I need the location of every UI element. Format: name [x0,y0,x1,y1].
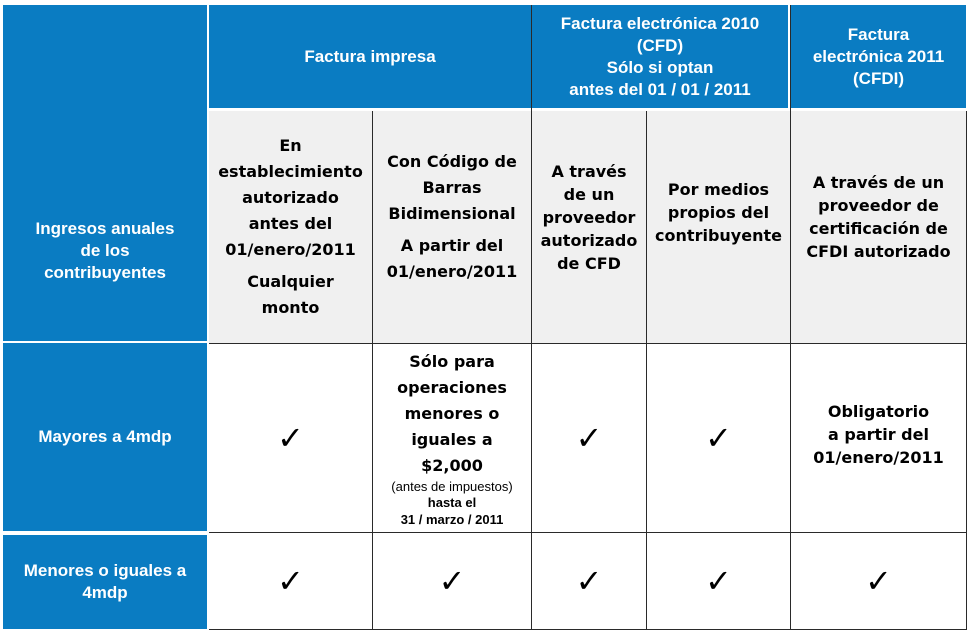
col3-line-3: proveedor [542,207,636,227]
col2-extra-line-2: 01/enero/2011 [386,262,518,281]
col3-line-2: de un [563,184,615,204]
check-icon: ✓ [705,419,732,457]
header-factura-impresa: Factura impresa [209,5,531,108]
header-cfdi-line-1: Factura [847,24,910,44]
mayores-col2-until-2: 31 / marzo / 2011 [400,511,504,527]
mayores-col2-line-1: Sólo para [409,351,495,371]
row-label-line-1: Ingresos anuales [35,219,175,238]
mayores-col5-line-3: 01/enero/2011 [813,447,944,467]
grid-line [209,629,967,630]
grid-line [209,532,967,533]
mayores-col2-line-4: iguales a [411,429,493,449]
mayores-col2-line-3: menores o [404,403,500,423]
col3-line-5: de CFD [557,253,621,273]
col5-line-3: certificación de [809,219,948,238]
sub-col-medios-propios: Por medios propios del contribuyente [647,111,790,343]
row-label-line-2: de los [80,241,130,260]
header-factura-electronica-2011: Factura electrónica 2011 (CFDI) [791,5,966,108]
header-factura-impresa-text: Factura impresa [304,46,436,66]
col4-line-1: Por medios [667,179,770,199]
grid-line [3,532,208,535]
check-icon: ✓ [438,562,466,600]
sub-col-establecimiento: En establecimiento autorizado antes del … [209,111,372,343]
grid-line [208,5,209,630]
check-icon: ✓ [865,562,892,600]
check-icon: ✓ [277,419,304,457]
col4-line-3: contribuyente [655,225,782,245]
check-icon: ✓ [705,562,732,600]
col1-line-1: En [279,136,302,155]
sub-col-proveedor-cfdi: A través de un proveedor de certificació… [791,111,966,343]
mayores-col5-line-1: Obligatorio [827,401,930,421]
col4-line-2: propios del [667,202,770,222]
col3-line-4: autorizado [540,230,638,250]
cell-mayores-col3: ✓ [532,344,646,532]
check-icon: ✓ [277,562,304,600]
col5-line-1: A través de un [812,173,945,192]
col2-line-1: Con Código de [387,152,517,171]
header-cfd-line-4: antes del 01 / 01 / 2011 [569,79,751,99]
row-label-mayores: Mayores a 4mdp [3,343,207,531]
col2-line-3: Bidimensional [388,204,516,223]
mayores-col2-line-2: operaciones [397,377,507,397]
mayores-col2-note: (antes de impuestos) [391,478,513,494]
header-cfd-line-1: Factura electrónica 2010 [560,13,760,33]
grid-line [966,111,967,630]
grid-line [531,5,532,630]
col5-line-4: CFDI autorizado [806,242,951,261]
sub-col-proveedor-cfd: A través de un proveedor autorizado de C… [532,111,646,343]
grid-line [3,341,208,343]
mayores-col2-until-1: hasta el [427,494,477,510]
corner-header-cell [3,5,207,111]
row-label-line-3: contribuyentes [44,263,166,282]
cell-mayores-col1: ✓ [209,344,372,532]
grid-line [209,343,967,344]
header-cfd-line-2: (CFD) [636,35,684,55]
grid-line [646,111,647,630]
cell-menores-col2: ✓ [373,533,531,629]
row-label-menores: Menores o iguales a 4mdp [3,535,207,629]
col1-line-3: autorizado [242,188,339,207]
row-label-menores-line-2: 4mdp [82,583,128,602]
check-icon: ✓ [575,562,603,600]
sub-col-codigo-barras: Con Código de Barras Bidimensional A par… [373,111,531,343]
cell-menores-col1: ✓ [209,533,372,629]
cell-menores-col4: ✓ [647,533,790,629]
cell-menores-col5: ✓ [791,533,966,629]
row-label-menores-line-1: Menores o iguales a [23,561,187,580]
col1-extra-line-2: monto [261,298,320,317]
header-cfdi-line-3: (CFDI) [853,68,904,88]
col5-line-2: proveedor de [818,196,939,215]
col1-extra-line-1: Cualquier [247,272,334,291]
row-label-ingresos-anuales: Ingresos anuales de los contribuyentes [3,111,207,341]
row-label-mayores-text: Mayores a 4mdp [38,427,172,446]
header-factura-electronica-2010: Factura electrónica 2010 (CFD) Sólo si o… [532,5,788,108]
check-icon: ✓ [575,419,603,457]
col3-line-1: A través [551,161,627,181]
cell-mayores-col2: Sólo para operaciones menores o iguales … [373,344,531,532]
col1-line-2: establecimiento [218,162,363,181]
header-cfdi-line-2: electrónica 2011 [812,46,945,66]
grid-line [372,111,373,630]
header-cfd-line-3: Sólo si optan [606,57,714,77]
mayores-col2-line-5: $2,000 [421,455,483,475]
grid-line [790,5,791,630]
cell-mayores-col4: ✓ [647,344,790,532]
col1-line-5: 01/enero/2011 [225,240,356,259]
col2-extra-line-1: A partir del [400,236,504,255]
col1-line-4: antes del [248,214,333,233]
col2-line-2: Barras [422,178,482,197]
mayores-col5-line-2: a partir del [828,424,929,444]
cell-menores-col3: ✓ [532,533,646,629]
cell-mayores-col5: Obligatorio a partir del 01/enero/2011 [791,344,966,532]
